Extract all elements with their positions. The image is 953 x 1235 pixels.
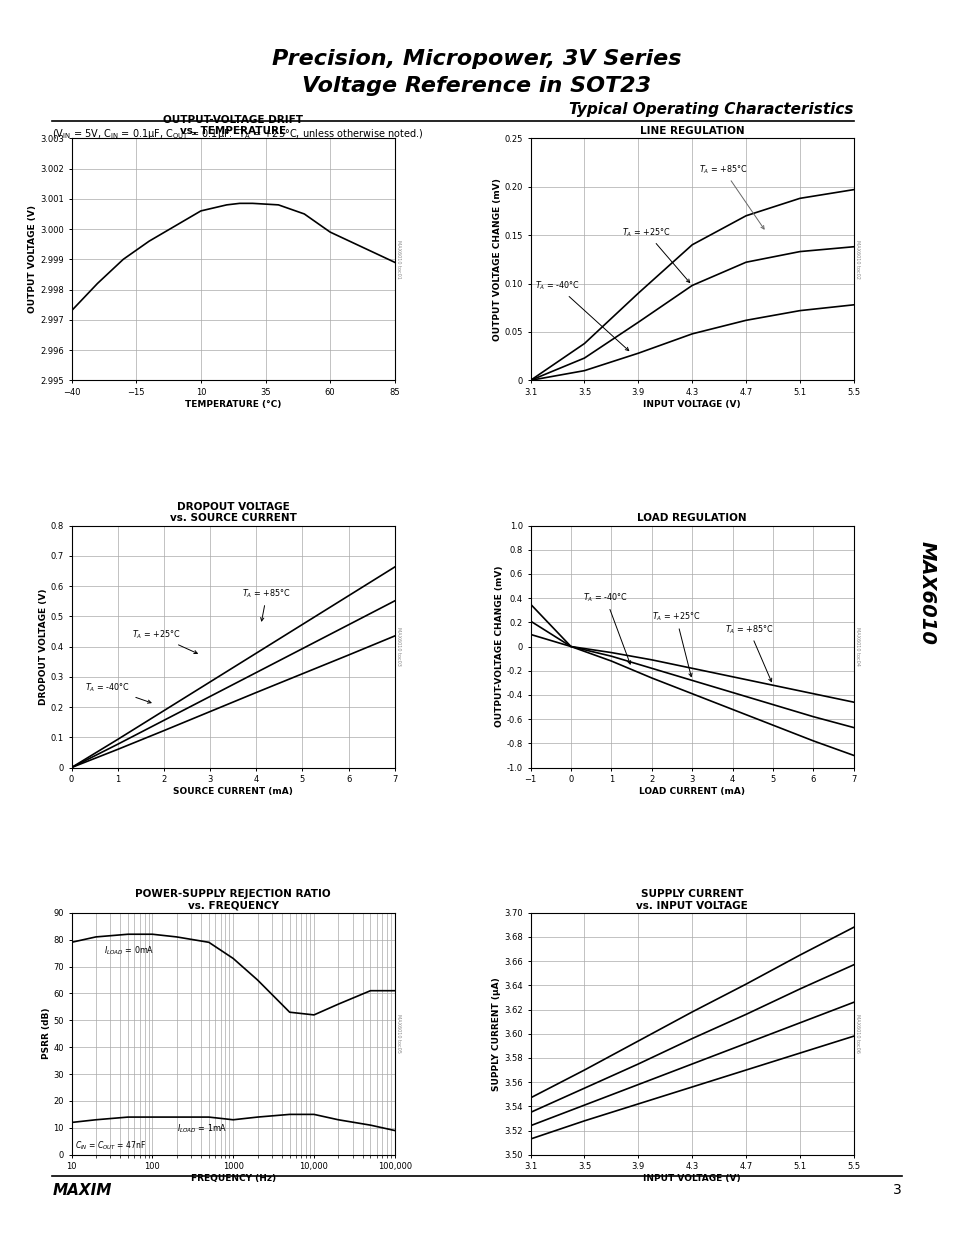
Title: SUPPLY CURRENT
vs. INPUT VOLTAGE: SUPPLY CURRENT vs. INPUT VOLTAGE [636,889,747,910]
Title: OUTPUT-VOLTAGE DRIFT
vs. TEMPERATURE: OUTPUT-VOLTAGE DRIFT vs. TEMPERATURE [163,115,303,136]
Text: $I_{LOAD}$ = 0mA: $I_{LOAD}$ = 0mA [104,944,153,957]
Text: $T_A$ = -40°C: $T_A$ = -40°C [534,279,628,351]
X-axis label: TEMPERATURE (°C): TEMPERATURE (°C) [185,400,281,409]
Text: $T_A$ = +85°C: $T_A$ = +85°C [242,588,291,621]
Text: 3: 3 [892,1183,901,1197]
Y-axis label: OUTPUT-VOLTAGE CHANGE (mV): OUTPUT-VOLTAGE CHANGE (mV) [495,566,503,727]
Title: LOAD REGULATION: LOAD REGULATION [637,514,746,524]
Y-axis label: OUTPUT VOLTAGE (V): OUTPUT VOLTAGE (V) [29,205,37,314]
Text: MAX6010 toc01: MAX6010 toc01 [396,240,401,279]
Title: POWER-SUPPLY REJECTION RATIO
vs. FREQUENCY: POWER-SUPPLY REJECTION RATIO vs. FREQUEN… [135,889,331,910]
Text: $T_A$ = +85°C: $T_A$ = +85°C [723,622,773,682]
Y-axis label: OUTPUT VOLTAGE CHANGE (mV): OUTPUT VOLTAGE CHANGE (mV) [493,178,501,341]
Text: $C_{IN}$ = $C_{OUT}$ = 47nF: $C_{IN}$ = $C_{OUT}$ = 47nF [75,1139,146,1151]
Text: MAX6010 toc06: MAX6010 toc06 [855,1014,860,1053]
Text: Typical Operating Characteristics: Typical Operating Characteristics [569,103,853,117]
Text: MAX6010 toc05: MAX6010 toc05 [396,1014,401,1053]
Text: MAX6010: MAX6010 [917,541,936,645]
Y-axis label: DROPOUT VOLTAGE (V): DROPOUT VOLTAGE (V) [39,588,48,705]
Text: MAX6010 toc02: MAX6010 toc02 [855,240,860,279]
X-axis label: FREQUENCY (Hz): FREQUENCY (Hz) [191,1174,275,1183]
Text: (V$_\mathsf{IN}$ = 5V, C$_\mathsf{IN}$ = 0.1μF, C$_\mathsf{OUT}$ = 0.1μF.  T$_\m: (V$_\mathsf{IN}$ = 5V, C$_\mathsf{IN}$ =… [52,127,423,141]
X-axis label: SOURCE CURRENT (mA): SOURCE CURRENT (mA) [173,787,293,795]
X-axis label: LOAD CURRENT (mA): LOAD CURRENT (mA) [639,787,744,795]
Text: MAX6010 toc04: MAX6010 toc04 [855,627,860,666]
Y-axis label: SUPPLY CURRENT (μA): SUPPLY CURRENT (μA) [492,977,501,1091]
Title: LINE REGULATION: LINE REGULATION [639,126,743,136]
Title: DROPOUT VOLTAGE
vs. SOURCE CURRENT: DROPOUT VOLTAGE vs. SOURCE CURRENT [170,501,296,524]
Text: $T_A$ = +85°C: $T_A$ = +85°C [699,163,763,228]
X-axis label: INPUT VOLTAGE (V): INPUT VOLTAGE (V) [642,400,740,409]
Text: MAXIM: MAXIM [52,1183,112,1198]
Text: $T_A$ = +25°C: $T_A$ = +25°C [651,611,700,677]
X-axis label: INPUT VOLTAGE (V): INPUT VOLTAGE (V) [642,1174,740,1183]
Text: $T_A$ = -40°C: $T_A$ = -40°C [582,592,630,664]
Text: Precision, Micropower, 3V Series: Precision, Micropower, 3V Series [272,49,681,69]
Text: $T_A$ = +25°C: $T_A$ = +25°C [621,226,689,283]
Text: MAX6010 toc03: MAX6010 toc03 [396,627,401,666]
Text: $T_A$ = -40°C: $T_A$ = -40°C [86,682,151,703]
Text: Voltage Reference in SOT23: Voltage Reference in SOT23 [302,77,651,96]
Text: $T_A$ = +25°C: $T_A$ = +25°C [132,629,197,653]
Y-axis label: PSRR (dB): PSRR (dB) [42,1008,51,1060]
Text: $I_{LOAD}$ = 1mA: $I_{LOAD}$ = 1mA [176,1123,227,1135]
